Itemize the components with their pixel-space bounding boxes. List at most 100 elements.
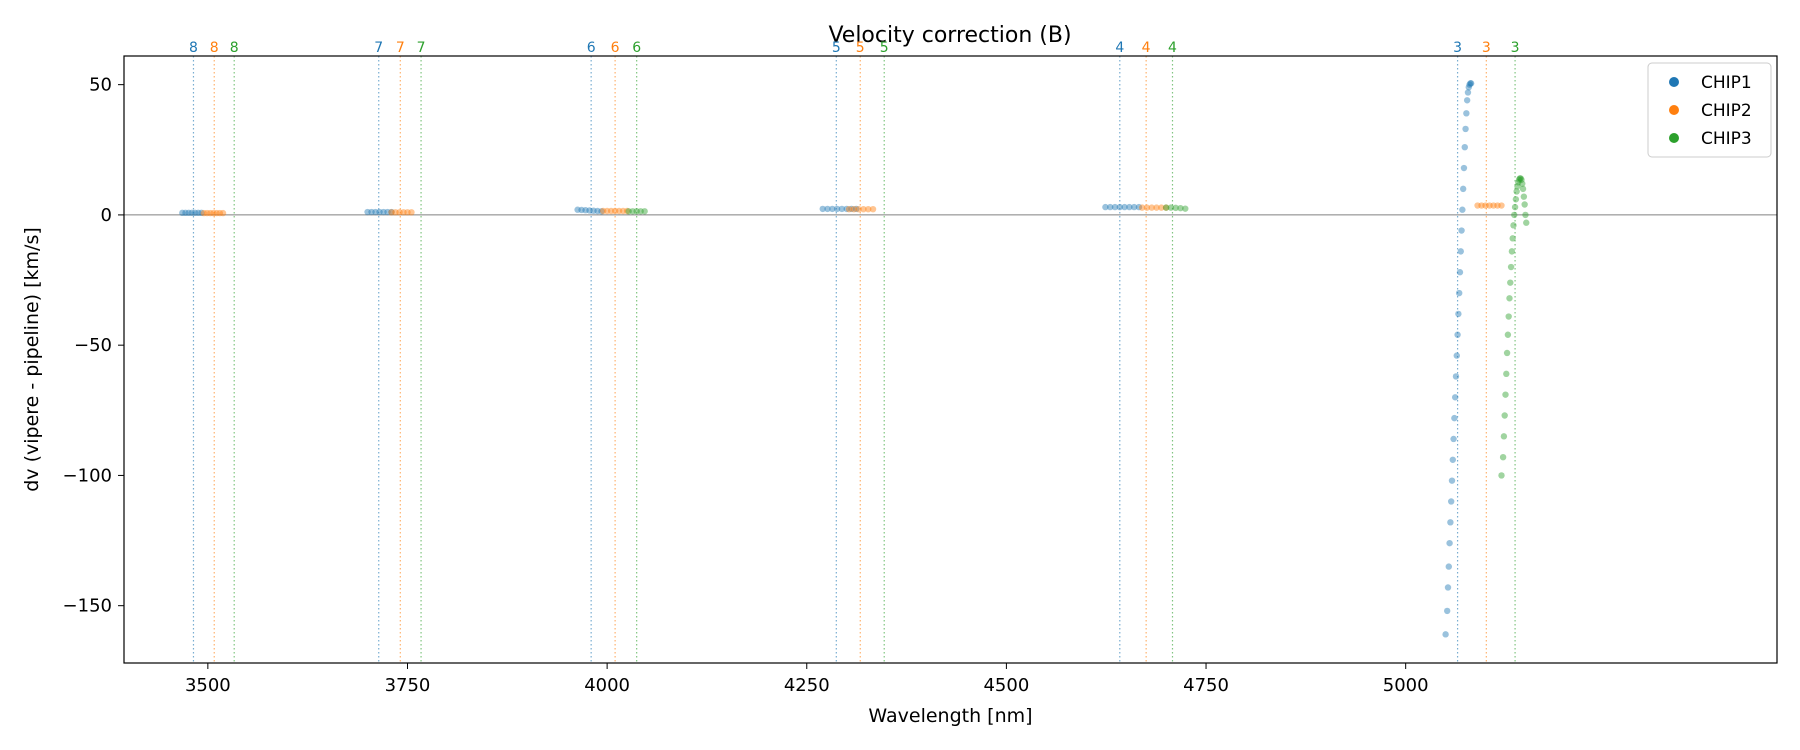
data-point-chip3 <box>1504 331 1512 338</box>
data-point-chip2 <box>845 205 853 213</box>
data-point-chip2 <box>860 205 867 213</box>
data-point-chip1 <box>364 208 371 216</box>
data-point-chip2 <box>216 209 224 217</box>
order-label-chip3-5: 5 <box>880 40 889 56</box>
data-point-chip1 <box>1457 248 1464 255</box>
data-point-chip1 <box>1464 89 1472 96</box>
data-point-chip1 <box>1454 331 1461 338</box>
data-point-chip3 <box>1510 222 1517 229</box>
order-label-chip2-7: 7 <box>396 40 405 56</box>
data-point-chip1 <box>1451 394 1459 401</box>
data-point-chip3 <box>1520 193 1528 200</box>
data-point-chip2 <box>623 207 631 215</box>
data-point-chip1 <box>188 209 196 217</box>
data-point-chip2 <box>396 209 403 216</box>
x-tick-label: 4250 <box>784 675 830 696</box>
data-point-chip1 <box>833 205 841 213</box>
x-tick-label: 3750 <box>385 675 431 696</box>
data-point-chip1 <box>1462 125 1469 133</box>
plot-frame <box>123 55 1778 664</box>
data-point-chip1 <box>1102 203 1109 211</box>
data-point-chip1 <box>574 206 581 213</box>
data-point-chip1 <box>376 208 383 216</box>
order-label-chip3-7: 7 <box>417 40 426 56</box>
x-axis-label: Wavelength [nm] <box>868 705 1032 727</box>
data-point-chip1 <box>1467 80 1474 87</box>
data-point-chip1 <box>1459 185 1467 193</box>
data-point-chip1 <box>1450 435 1457 443</box>
data-point-chip3 <box>1517 175 1524 182</box>
data-point-chip2 <box>1490 202 1497 209</box>
y-tick-label: −50 <box>74 335 112 356</box>
y-tick-label: −100 <box>63 465 112 486</box>
data-point-chip3 <box>1507 279 1514 286</box>
data-point-chip1 <box>1445 563 1452 570</box>
chart-title: Velocity correction (B) <box>828 23 1071 48</box>
data-point-chip3 <box>1501 412 1508 419</box>
order-label-chip3-6: 6 <box>632 40 641 56</box>
data-point-chip3 <box>1519 180 1526 187</box>
data-point-chip1 <box>1453 352 1460 359</box>
data-point-chip1 <box>191 209 199 217</box>
legend-label-chip3: CHIP3 <box>1701 129 1752 149</box>
data-point-chip1 <box>1449 456 1456 463</box>
data-point-chip2 <box>1482 202 1489 209</box>
data-point-chip2 <box>213 209 220 217</box>
order-label-chip1-6: 6 <box>587 40 596 56</box>
data-point-chip3 <box>1172 204 1179 212</box>
data-point-chip2 <box>207 209 214 217</box>
order-label-chip1-4: 4 <box>1115 40 1124 56</box>
data-point-chip2 <box>1498 202 1505 209</box>
data-point-chip3 <box>1523 219 1530 226</box>
data-point-chip1 <box>1442 631 1449 638</box>
data-point-chip3 <box>1506 295 1513 302</box>
data-point-chip1 <box>1447 519 1454 526</box>
order-label-chip2-3: 3 <box>1482 40 1491 56</box>
data-point-chip1 <box>829 205 836 213</box>
data-point-chip3 <box>1498 472 1505 479</box>
data-point-chip3 <box>1162 204 1170 211</box>
data-point-chip1 <box>1126 203 1133 211</box>
data-point-chip2 <box>1143 204 1151 211</box>
data-point-chip2 <box>200 209 208 217</box>
data-point-chip1 <box>372 208 379 216</box>
data-point-chip3 <box>1503 349 1511 357</box>
data-point-chip2 <box>1138 204 1146 211</box>
data-point-chip3 <box>1518 176 1525 183</box>
data-point-chip1 <box>179 209 186 217</box>
data-point-chip1 <box>1107 203 1114 211</box>
y-tick-label: −150 <box>63 596 112 617</box>
data-point-chip1 <box>1460 164 1468 172</box>
data-point-chip1 <box>824 205 831 213</box>
data-point-chip3 <box>1177 204 1184 212</box>
x-tick-label: 4500 <box>983 675 1029 696</box>
data-point-chip3 <box>1508 248 1516 255</box>
data-point-chip3 <box>1511 211 1518 219</box>
data-point-chip1 <box>1111 203 1119 211</box>
data-point-chip3 <box>1519 185 1527 193</box>
data-point-chip1 <box>1459 206 1466 213</box>
x-tick-label: 5000 <box>1383 675 1429 696</box>
data-point-chip2 <box>1162 204 1170 211</box>
data-point-chip1 <box>1461 143 1468 151</box>
data-point-chip1 <box>1448 477 1456 484</box>
data-point-chip1 <box>1116 203 1123 211</box>
data-point-chip3 <box>633 208 640 215</box>
data-point-chip2 <box>1148 204 1155 211</box>
data-point-chip1 <box>590 207 597 214</box>
data-point-chip1 <box>1455 289 1463 297</box>
data-point-chip3 <box>625 208 632 215</box>
data-point-chip2 <box>404 209 411 216</box>
data-point-chip2 <box>400 209 407 216</box>
data-point-chip1 <box>848 205 855 213</box>
data-point-chip1 <box>1456 269 1464 276</box>
data-point-chip1 <box>182 209 189 217</box>
data-point-chip3 <box>1521 201 1528 208</box>
axes: 3500 3750 4000 4250 4500 4750 5000 −150 −100 −50 0… <box>63 75 1429 696</box>
data-point-chip3 <box>1513 188 1520 195</box>
data-point-chip3 <box>1515 176 1523 183</box>
data-point-chip1 <box>388 208 395 216</box>
data-point-chip3 <box>1505 313 1512 320</box>
data-point-chip1 <box>1455 310 1462 318</box>
order-label-chip1-8: 8 <box>189 40 198 56</box>
